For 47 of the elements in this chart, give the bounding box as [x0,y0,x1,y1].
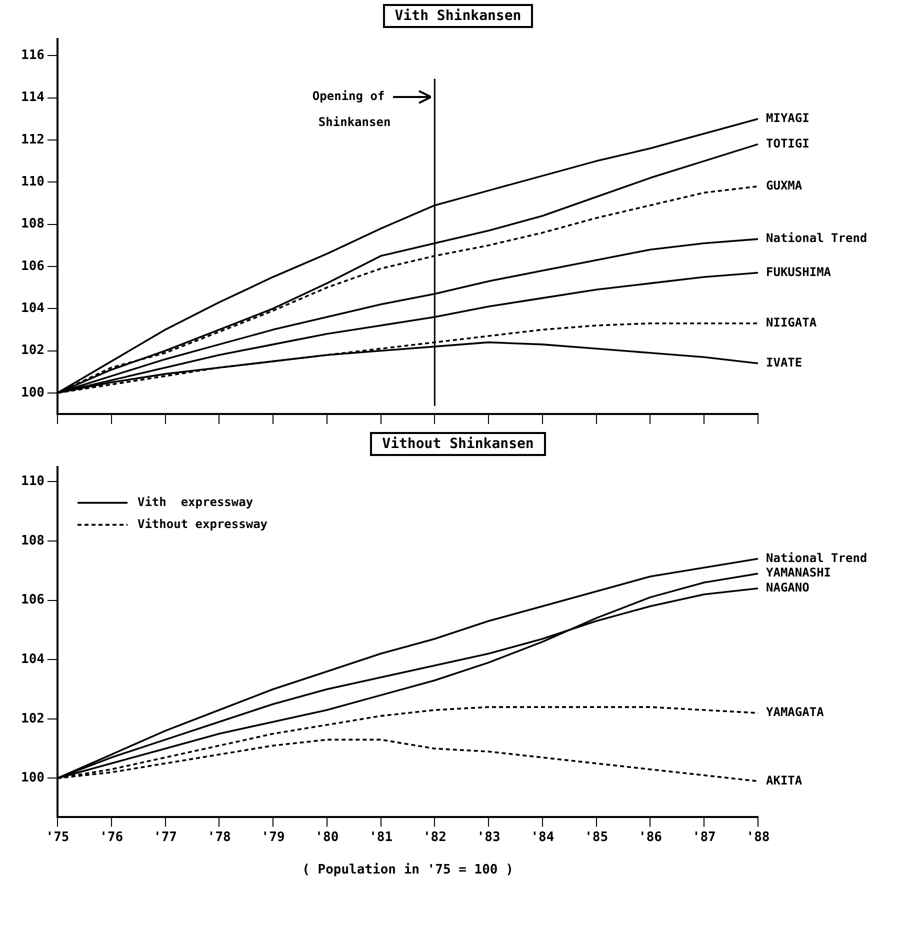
x-tick-label: '82 [422,830,446,845]
series-label: TOTIGI [766,136,810,150]
x-tick-label: '79 [261,830,285,845]
x-tick-label: '84 [530,830,554,845]
series-label: MIYAGI [766,111,810,126]
series-label: NIIGATA [766,315,818,330]
chart-title: Vith Shinkansen [382,4,534,28]
x-tick-label: '86 [638,830,662,845]
y-tick-label: 102 [20,343,44,358]
y-tick-label: 108 [20,216,45,232]
x-tick-label: '75 [46,830,70,845]
y-tick-label: 108 [20,533,45,548]
chart-title: Vithout Shinkansen [370,432,546,456]
x-tick-label: '83 [476,830,500,845]
series-label: NAGANO [766,580,810,595]
y-tick-label: 110 [20,174,45,190]
series-label: YAMANASHI [766,566,832,580]
y-tick-label: 114 [20,90,45,106]
y-tick-label: 106 [20,592,45,608]
x-tick-label: '76 [100,830,124,845]
x-tick-label: '88 [746,830,770,845]
y-tick-label: 104 [20,300,45,316]
series-label: FUKUSHIMA [766,264,832,279]
y-tick-label: 102 [20,711,44,726]
series-label: GUXMA [766,178,803,192]
series-label: National Trend [766,231,868,246]
y-tick-label: 112 [20,132,44,148]
series-label: National Trend [766,550,868,565]
annotation: Vith expressway [137,494,254,509]
x-axis-title: ( Population in '75 = 100 ) [302,862,514,878]
y-tick-label: 104 [20,652,45,667]
x-tick-label: '78 [207,830,232,845]
x-tick-label: '80 [315,830,339,845]
annotation: Vithout expressway [137,516,268,531]
x-tick-label: '85 [584,830,608,845]
x-tick-label: '81 [369,830,393,845]
x-tick-label: '77 [154,830,177,845]
y-tick-label: 100 [20,385,45,400]
y-tick-label: 106 [20,258,45,274]
series-label: IVATE [766,356,802,370]
series-label: YAMAGATA [766,705,825,720]
ref-line-label: Opening of Shinkansen [312,88,391,129]
series-label: AKITA [766,773,803,788]
x-tick-label: '87 [692,830,716,845]
y-tick-label: 116 [20,48,45,64]
y-tick-label: 110 [20,474,45,490]
y-tick-label: 100 [20,770,45,786]
